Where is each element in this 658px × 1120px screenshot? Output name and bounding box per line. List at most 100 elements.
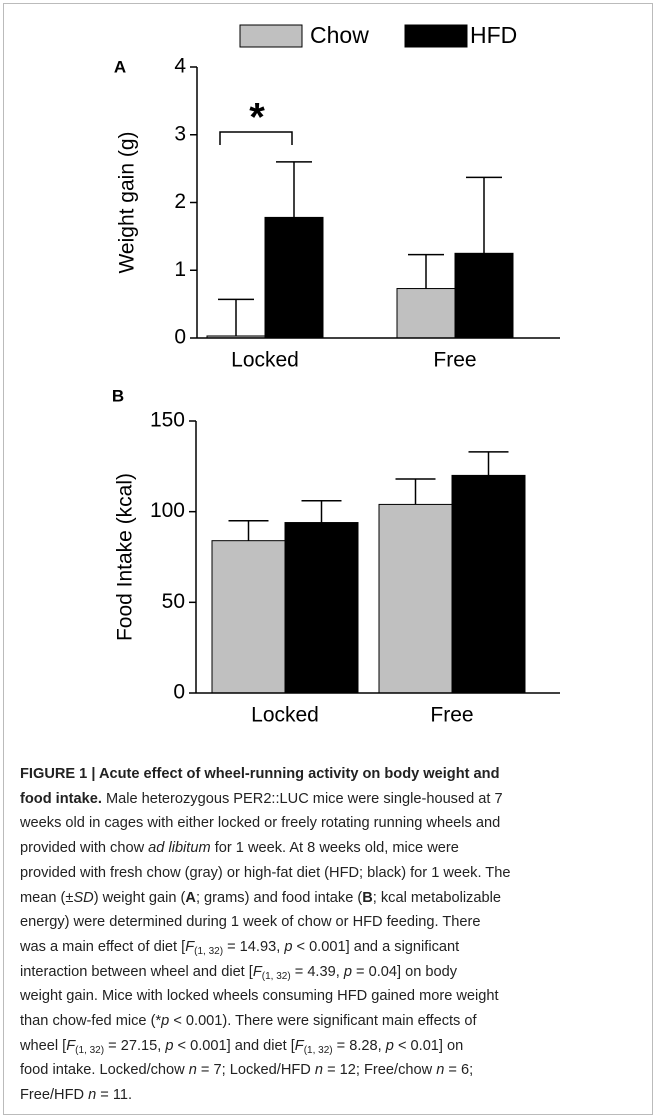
caption-line: energy) were determined during 1 week of…	[20, 912, 480, 932]
caption-line: mean (±SD) weight gain (A; grams) and fo…	[20, 888, 501, 908]
caption-text: food intake.	[20, 790, 102, 807]
caption-line: FIGURE 1 | Acute effect of wheel-running…	[20, 764, 500, 784]
caption-text: was a main effect of diet [	[20, 938, 186, 955]
caption-line: food intake. Locked/chow n = 7; Locked/H…	[20, 1060, 473, 1080]
caption-text: ; grams) and food intake (	[195, 889, 363, 906]
x-tick-label: Locked	[231, 349, 299, 372]
caption-text: food intake. Locked/chow	[20, 1062, 189, 1079]
caption-text: = 8.28,	[332, 1037, 386, 1054]
bar	[284, 522, 359, 694]
caption-text: (1, 32)	[194, 945, 224, 957]
caption-text: (1, 32)	[303, 1044, 333, 1056]
caption-text: p	[284, 938, 293, 955]
caption-text: = 7; Locked/HFD	[196, 1062, 315, 1079]
caption-text: provided with chow	[20, 840, 149, 857]
caption-text: weeks old in cages with either locked or…	[20, 815, 501, 832]
y-tick-label: 0	[173, 681, 185, 704]
significance-marker: *	[249, 96, 265, 140]
caption-text: F	[185, 938, 195, 955]
y-tick-label: 4	[174, 55, 186, 78]
caption-text: n	[88, 1087, 97, 1104]
caption-line: provided with chow ad libitum for 1 week…	[20, 838, 459, 858]
caption-text: F	[294, 1037, 304, 1054]
caption-text: n	[314, 1062, 324, 1079]
caption-text: p	[161, 1013, 170, 1029]
x-tick-label: Free	[433, 349, 476, 372]
caption-text: < 0.01] on	[393, 1037, 464, 1054]
caption-text: = 0.04] on body	[351, 963, 458, 980]
legend-swatch	[239, 24, 303, 48]
caption-text: (1, 32)	[261, 970, 291, 982]
caption-text: wheel [	[20, 1037, 67, 1054]
caption-text: = 4.39,	[290, 963, 344, 980]
legend-swatch	[404, 24, 468, 48]
bar	[396, 288, 456, 339]
y-tick-label: 100	[150, 499, 185, 522]
y-tick-label: 0	[174, 326, 186, 349]
y-tick-label: 2	[174, 190, 186, 213]
caption-text: than chow-fed mice (*	[20, 1013, 162, 1029]
caption-text: SD	[73, 889, 94, 906]
y-axis-title: Weight gain (g)	[116, 131, 139, 273]
y-tick-label: 1	[174, 258, 186, 281]
y-tick-label: 150	[150, 409, 185, 432]
caption-text: n	[188, 1062, 197, 1079]
y-tick-label: 3	[174, 122, 186, 145]
caption-line: weight gain. Mice with locked wheels con…	[20, 986, 499, 1006]
caption-line: interaction between wheel and diet [F(1,…	[20, 962, 457, 987]
caption-text: provided with fresh chow (gray) or high-…	[20, 864, 511, 881]
caption-text: A	[185, 889, 196, 906]
x-tick-label: Locked	[251, 704, 319, 727]
bar	[454, 252, 514, 339]
caption-text: (1, 32)	[75, 1044, 105, 1056]
figure-frame	[3, 3, 653, 1115]
caption-text: = 11.	[96, 1087, 133, 1104]
panel-label: A	[114, 57, 126, 76]
caption-text: Free/HFD	[20, 1087, 89, 1104]
panel-label: B	[112, 386, 124, 405]
caption-text: = 14.93,	[223, 938, 285, 955]
caption-text: p	[165, 1037, 174, 1054]
significance-bracket	[219, 131, 293, 145]
caption-text: < 0.001] and a significant	[292, 938, 460, 955]
caption-text: weight gain. Mice with locked wheels con…	[20, 988, 499, 1005]
bar	[264, 216, 324, 339]
caption-text: = 27.15,	[104, 1037, 166, 1054]
caption-line: weeks old in cages with either locked or…	[20, 813, 500, 833]
bar	[451, 474, 526, 694]
caption-text: < 0.001] and diet [	[173, 1037, 295, 1054]
caption-text: n	[436, 1062, 445, 1079]
caption-text: B	[362, 889, 373, 906]
caption-text: p	[385, 1037, 394, 1054]
caption-line: Free/HFD n = 11.	[20, 1085, 132, 1105]
caption-text: F	[66, 1037, 76, 1054]
bar	[378, 503, 453, 694]
y-tick-label: 50	[162, 590, 185, 613]
caption-text: p	[343, 963, 352, 980]
caption-text: < 0.001). There were significant main ef…	[169, 1013, 477, 1029]
caption-line: provided with fresh chow (gray) or high-…	[20, 863, 510, 883]
caption-text: mean (±	[20, 889, 74, 906]
caption-text: for 1 week. At 8 weeks old, mice were	[210, 840, 459, 857]
caption-text: energy) were determined during 1 week of…	[20, 914, 481, 931]
caption-text: Male heterozygous PER2::LUC mice were si…	[101, 790, 503, 807]
caption-line: food intake. Male heterozygous PER2::LUC…	[20, 789, 503, 809]
caption-text: = 12; Free/chow	[323, 1062, 437, 1079]
bar	[211, 540, 286, 694]
x-tick-label: Free	[430, 704, 473, 727]
legend-label: HFD	[470, 22, 517, 48]
figure: Chow HFD A Weight gain (g) Locked Free 0 1 2 3 4 * B…	[112, 22, 560, 727]
caption-text: FIGURE 1 | Acute effect of wheel-running…	[20, 766, 500, 782]
caption-text: = 6;	[444, 1062, 474, 1079]
caption-text: ad libitum	[148, 840, 211, 857]
caption-text: ; kcal metabolizable	[372, 889, 501, 906]
caption-line: wheel [F(1, 32) = 27.15, p < 0.001] and …	[20, 1036, 463, 1061]
caption-line: was a main effect of diet [F(1, 32) = 14…	[20, 937, 459, 962]
caption-text: F	[252, 963, 262, 980]
caption-text: interaction between wheel and diet [	[20, 963, 253, 980]
caption-text: ) weight gain (	[93, 889, 186, 906]
legend-label: Chow	[310, 22, 369, 48]
caption-line: than chow-fed mice (*p < 0.001). There w…	[20, 1011, 477, 1031]
y-axis-title: Food Intake (kcal)	[114, 473, 137, 641]
